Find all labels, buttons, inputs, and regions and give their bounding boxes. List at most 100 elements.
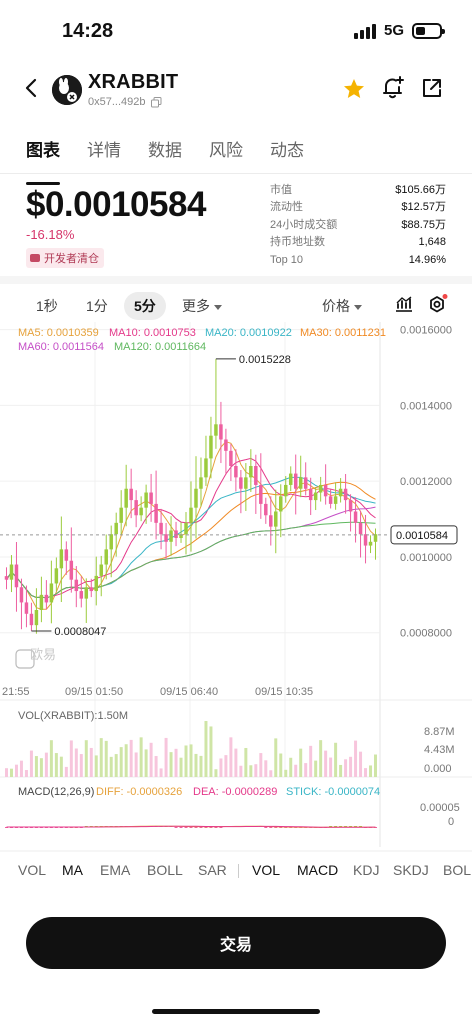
macd-stick-bar — [359, 826, 363, 827]
macd-stick-bar — [279, 827, 283, 828]
tab-details[interactable]: 详情 — [87, 141, 121, 160]
dev-sold-badge-text: 开发者清仓 — [44, 253, 99, 265]
candle-body — [149, 492, 153, 504]
x-tick-label: 09/15 06:40 — [160, 686, 218, 698]
volume-bar — [369, 765, 373, 777]
interval-more-dropdown[interactable]: 更多 — [182, 296, 222, 316]
volume-bar — [309, 745, 313, 777]
indicator-ema[interactable]: EMA — [100, 862, 131, 878]
indicator-kdj[interactable]: KDJ — [353, 862, 380, 878]
candle-body — [59, 549, 64, 569]
indicator-sar[interactable]: SAR — [198, 862, 227, 878]
indicator-macd[interactable]: MACD — [297, 862, 339, 878]
indicator-boll[interactable]: BOLL — [147, 862, 183, 878]
ma5-legend: MA5: 0.0010359 — [18, 327, 99, 339]
stat-holders: 持币地址数 1,648 — [270, 234, 446, 251]
volume-bar — [64, 766, 68, 777]
candle-body — [169, 530, 173, 542]
candle-body — [363, 534, 368, 546]
stat-volume-24h: 24小时成交额 $88.75万 — [270, 217, 446, 234]
macd-stick-bar — [269, 827, 273, 828]
candle-body — [94, 575, 98, 592]
indicator-ma[interactable]: MA — [62, 862, 83, 878]
token-address[interactable]: 0x57...492b — [88, 96, 162, 108]
candle-body — [264, 503, 268, 516]
volume-bar — [59, 756, 63, 777]
candle-body — [34, 610, 39, 626]
back-arrow-icon[interactable] — [20, 76, 44, 100]
macd-stick-bar — [174, 827, 178, 828]
candle-body — [288, 473, 293, 485]
favorite-star-icon[interactable] — [342, 77, 366, 101]
volume-tick: 0.000 — [424, 763, 452, 775]
candle-body — [274, 511, 278, 527]
section-separator — [0, 276, 472, 284]
indicator-vol[interactable]: VOL — [18, 862, 47, 878]
fullscreen-icon[interactable] — [15, 649, 35, 669]
candle-body — [9, 564, 14, 580]
stat-label: 持币地址数 — [270, 236, 325, 249]
trade-button[interactable]: 交易 — [26, 917, 446, 969]
price-type-label: 价格 — [322, 298, 350, 314]
interval-1m[interactable]: 1分 — [86, 298, 108, 314]
stat-value: $12.57万 — [401, 201, 446, 214]
settings-gear-icon[interactable] — [426, 294, 448, 316]
price-type-dropdown[interactable]: 价格 — [322, 296, 362, 316]
volume-bar — [239, 765, 243, 777]
interval-5m[interactable]: 5分 — [124, 292, 166, 320]
candle-body — [89, 587, 94, 592]
y-tick-label: 0.0010000 — [400, 552, 452, 564]
volume-bar — [44, 752, 48, 777]
candle-body — [323, 484, 328, 497]
chart-grid — [0, 322, 472, 852]
indicator-sub-boll[interactable]: BOLL — [443, 862, 472, 878]
volume-bar — [94, 755, 98, 777]
candle-body — [114, 522, 118, 535]
copy-icon[interactable] — [150, 96, 162, 108]
price-change: -16.18% — [26, 227, 75, 242]
macd-stick-bar — [329, 826, 333, 827]
price-alert-bell-icon[interactable] — [380, 75, 406, 101]
indicator-sub-vol[interactable]: VOL — [252, 862, 281, 878]
volume-bar — [34, 756, 38, 777]
candle-body — [284, 484, 288, 497]
volume-bar — [19, 760, 23, 777]
candle-body — [134, 500, 138, 516]
volume-bar — [304, 763, 308, 777]
chevron-down-icon — [354, 304, 362, 310]
stat-market-cap: 市值 $105.66万 — [270, 182, 446, 199]
volume-bar — [194, 753, 198, 777]
volume-bar — [204, 720, 208, 777]
candle-body — [254, 466, 258, 485]
high-price-label: 0.0015228 — [239, 354, 291, 366]
volume-tick: 4.43M — [424, 744, 455, 756]
candle-body — [348, 500, 353, 512]
external-link-icon[interactable] — [421, 77, 443, 99]
volume-bar — [339, 764, 343, 777]
stat-value: $88.75万 — [401, 218, 446, 231]
volume-bar — [289, 757, 293, 777]
interval-1s[interactable]: 1秒 — [36, 298, 58, 314]
candle-body — [49, 583, 54, 603]
volume-bar — [354, 740, 358, 777]
tab-chart[interactable]: 图表 — [26, 134, 60, 185]
macd-bars — [4, 825, 378, 828]
indicator-chart-icon[interactable] — [394, 294, 414, 314]
volume-bar — [89, 747, 93, 777]
y-tick-label: 0.0014000 — [400, 400, 452, 412]
tab-risk[interactable]: 风险 — [209, 141, 243, 160]
battery-icon — [412, 22, 445, 39]
notification-dot — [442, 294, 448, 299]
candle-body — [104, 549, 108, 565]
stat-value: $105.66万 — [395, 184, 446, 196]
volume-bar — [129, 739, 133, 777]
volume-bar — [274, 738, 278, 777]
chart-labels: 0.0016000 0.0014000 0.0012000 0.0010000 0.00… — [0, 325, 460, 828]
candle-body — [279, 496, 283, 512]
indicator-skdj[interactable]: SKDJ — [393, 862, 429, 878]
kline-chart[interactable]: 0.0016000 0.0014000 0.0012000 0.0010000 0.00… — [0, 322, 472, 852]
volume-bar — [134, 752, 138, 777]
tab-activity[interactable]: 动态 — [270, 141, 304, 160]
tab-data[interactable]: 数据 — [148, 141, 182, 160]
macd-stick-bar — [194, 827, 198, 828]
